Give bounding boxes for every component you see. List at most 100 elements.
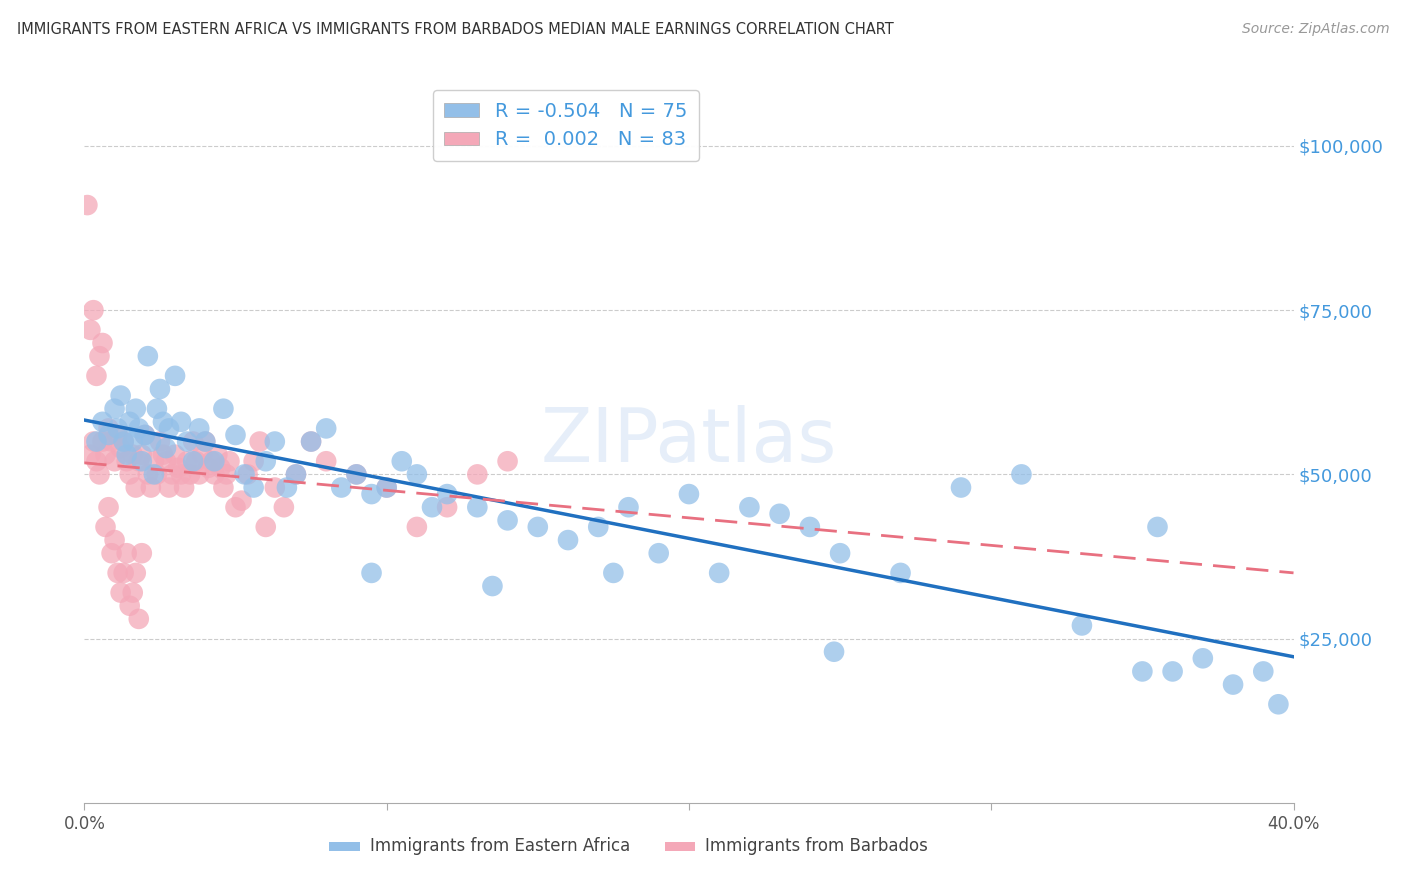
Point (1146, 520, 1168, 534)
Point (79, 323, 101, 337)
Point (94, 520, 117, 534)
Point (1011, 467, 1033, 482)
Point (194, 434, 217, 449)
Point (1222, 677, 1244, 691)
Point (155, 454, 177, 468)
Point (131, 546, 153, 560)
Point (225, 428, 247, 442)
Point (360, 487, 382, 501)
Point (1130, 665, 1153, 679)
Point (94, 448, 117, 462)
Point (225, 500, 247, 515)
Point (100, 434, 122, 449)
Point (527, 520, 550, 534)
Point (170, 467, 193, 482)
Point (118, 415, 141, 429)
Point (149, 382, 172, 396)
Point (467, 500, 489, 515)
Point (176, 434, 198, 449)
Point (588, 520, 610, 534)
Point (709, 566, 731, 580)
Point (188, 467, 211, 482)
Point (276, 481, 298, 495)
Point (112, 434, 135, 449)
Point (209, 460, 232, 475)
Point (136, 467, 159, 482)
Point (212, 401, 235, 416)
Point (173, 481, 195, 495)
Legend: Immigrants from Eastern Africa, Immigrants from Barbados: Immigrants from Eastern Africa, Immigran… (323, 831, 934, 861)
Point (179, 467, 201, 482)
Point (617, 500, 640, 515)
Point (149, 434, 172, 449)
Point (89, 349, 111, 363)
Text: Source: ZipAtlas.com: Source: ZipAtlas.com (1241, 22, 1389, 37)
Point (112, 566, 135, 580)
Point (233, 467, 256, 482)
Point (242, 481, 264, 495)
Point (165, 368, 187, 383)
Point (100, 546, 122, 560)
Point (136, 349, 159, 363)
Point (330, 481, 353, 495)
Point (830, 546, 852, 560)
Point (769, 507, 792, 521)
Point (121, 434, 143, 449)
Point (194, 434, 217, 449)
Point (79, 448, 101, 462)
Point (212, 481, 235, 495)
Point (375, 481, 398, 495)
Point (128, 421, 150, 435)
Point (97, 428, 120, 442)
Point (648, 546, 671, 560)
Point (218, 454, 240, 468)
Point (107, 421, 129, 435)
Point (134, 428, 156, 442)
Point (131, 448, 153, 462)
Point (285, 467, 308, 482)
Point (125, 481, 148, 495)
Point (131, 454, 153, 468)
Point (107, 566, 129, 580)
Point (167, 460, 190, 475)
Point (360, 566, 382, 580)
Point (115, 454, 138, 468)
Point (125, 566, 148, 580)
Point (146, 467, 169, 482)
Point (950, 481, 973, 495)
Point (186, 454, 208, 468)
Point (142, 467, 165, 482)
Point (165, 448, 187, 462)
Point (181, 434, 204, 449)
Text: IMMIGRANTS FROM EASTERN AFRICA VS IMMIGRANTS FROM BARBADOS MEDIAN MALE EARNINGS : IMMIGRANTS FROM EASTERN AFRICA VS IMMIGR… (17, 22, 894, 37)
Point (115, 448, 138, 462)
Point (139, 434, 162, 449)
Point (315, 454, 337, 468)
Point (346, 467, 368, 482)
Point (191, 448, 214, 462)
Point (207, 448, 229, 462)
Point (249, 434, 271, 449)
Point (285, 467, 308, 482)
Point (254, 520, 277, 534)
Point (420, 500, 443, 515)
Point (104, 401, 127, 416)
Point (391, 454, 413, 468)
Point (170, 415, 193, 429)
Point (263, 434, 285, 449)
Point (1192, 651, 1215, 665)
Point (76, 198, 98, 212)
Point (181, 454, 204, 468)
Point (467, 467, 489, 482)
Point (104, 454, 127, 468)
Point (346, 467, 368, 482)
Point (200, 454, 222, 468)
Point (231, 493, 253, 508)
Point (115, 546, 138, 560)
Point (263, 481, 285, 495)
Point (406, 467, 429, 482)
Point (202, 467, 225, 482)
Point (436, 487, 458, 501)
Point (146, 401, 169, 416)
Point (299, 434, 322, 449)
